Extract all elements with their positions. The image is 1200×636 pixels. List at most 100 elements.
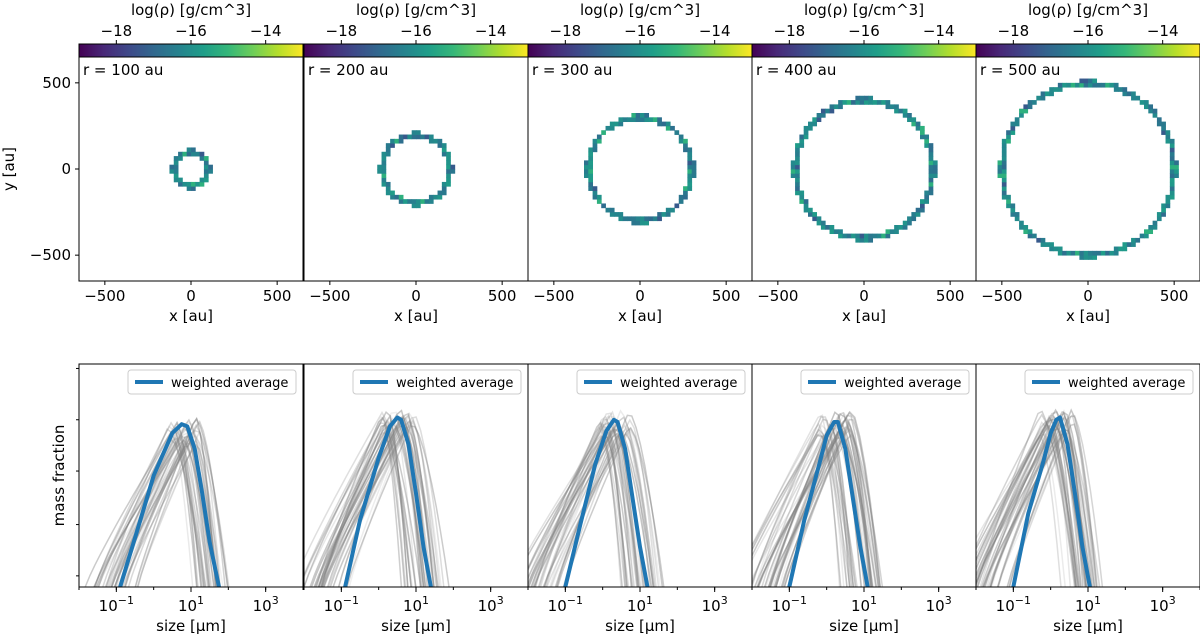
- density-cell: [1144, 229, 1149, 235]
- density-cell: [920, 125, 925, 131]
- density-cell: [1001, 156, 1007, 161]
- density-cell: [932, 160, 938, 166]
- legend-label: weighted average: [620, 376, 737, 391]
- density-cell: [1019, 113, 1024, 118]
- density-cell: [588, 156, 594, 161]
- x-axis-label: x [au]: [1066, 307, 1110, 325]
- density-cell: [627, 117, 632, 123]
- density-cell: [1161, 207, 1166, 213]
- density-cell: [635, 117, 641, 123]
- grain-size-curve: [982, 429, 1087, 587]
- weighted-average-line: [343, 415, 433, 587]
- density-cell: [1001, 194, 1007, 200]
- density-cell: [424, 134, 430, 140]
- density-cell: [1006, 203, 1011, 209]
- grain-size-curve: [532, 422, 632, 587]
- distribution-panel-3: weighted average size [μm]: [527, 363, 753, 635]
- density-cell: [803, 125, 809, 131]
- x-tick-label: 500: [488, 287, 517, 305]
- grain-size-curve: [309, 429, 406, 587]
- density-cell: [1126, 91, 1132, 97]
- density-cell: [1152, 220, 1158, 226]
- density-cell: [592, 186, 598, 191]
- density-cell: [795, 169, 800, 174]
- density-cell: [1156, 216, 1162, 222]
- density-cell: [928, 147, 934, 153]
- density-cell: [1049, 87, 1054, 92]
- density-cell: [441, 151, 447, 157]
- density-cell: [1057, 82, 1063, 88]
- density-cell: [894, 229, 899, 235]
- x-tick-label: 500: [936, 287, 965, 305]
- density-ring: [377, 130, 456, 209]
- density-cell: [398, 199, 404, 204]
- grain-size-curve: [106, 436, 205, 587]
- grain-size-curve: [528, 428, 653, 587]
- grain-size-curve: [313, 425, 425, 587]
- density-cell: [1148, 108, 1154, 114]
- density-cell: [842, 233, 848, 239]
- density-cell: [816, 220, 822, 226]
- grain-size-curve: [976, 424, 1079, 587]
- distribution-panel-2: weighted average size [μm]: [303, 363, 529, 635]
- density-cell: [381, 169, 387, 174]
- density-cell: [1161, 203, 1166, 209]
- x-tick-label: −500: [84, 287, 125, 305]
- grain-size-curve: [332, 416, 445, 587]
- density-cell: [997, 173, 1003, 179]
- density-cell: [907, 113, 912, 118]
- density-cell: [169, 169, 175, 174]
- grain-size-curve: [754, 415, 855, 587]
- density-cell: [687, 151, 693, 157]
- density-cell: [928, 173, 934, 179]
- x-axis-label: size [μm]: [605, 617, 675, 635]
- density-cell: [657, 212, 662, 217]
- grain-size-curve: [775, 413, 874, 587]
- density-cell: [820, 108, 826, 114]
- density-cell: [790, 169, 796, 174]
- density-cell: [799, 199, 805, 204]
- density-cell: [1165, 199, 1171, 204]
- density-cell: [1014, 212, 1020, 217]
- density-cell: [1148, 229, 1154, 235]
- density-cell: [411, 134, 417, 140]
- colorbar-label: log(ρ) [g/cm^3]: [356, 1, 476, 19]
- density-cell: [795, 143, 800, 148]
- density-cell: [173, 173, 179, 179]
- density-cell: [648, 117, 654, 123]
- grain-size-curve: [344, 412, 442, 587]
- grain-size-curve: [304, 417, 417, 587]
- legend: weighted average: [352, 369, 522, 395]
- density-cell: [199, 151, 205, 157]
- density-cell: [390, 143, 395, 148]
- grain-size-curve: [775, 424, 872, 587]
- density-cell: [1152, 113, 1158, 118]
- density-cell: [398, 134, 404, 140]
- density-cell: [1122, 87, 1128, 92]
- density-cell: [203, 173, 209, 179]
- colorbar-label: log(ρ) [g/cm^3]: [804, 1, 924, 19]
- density-cell: [911, 117, 917, 123]
- density-cell: [1161, 212, 1166, 217]
- density-panel-1: −18 −16 −14 log(ρ) [g/cm^3] r = 100 au −500 0 5…: [0, 1, 304, 325]
- density-cell: [1169, 186, 1175, 191]
- density-cell: [894, 225, 899, 230]
- density-cell: [416, 199, 421, 204]
- density-cell: [799, 190, 805, 196]
- density-cell: [648, 216, 654, 222]
- density-cell: [915, 121, 921, 127]
- density-cell: [902, 220, 908, 226]
- grain-size-curve: [767, 433, 880, 587]
- grain-size-curve: [542, 431, 654, 587]
- density-cell: [1001, 190, 1007, 196]
- density-cell: [1169, 156, 1175, 161]
- axes-frame: [303, 56, 529, 282]
- density-cell: [1001, 138, 1007, 144]
- density-cell: [1092, 250, 1098, 256]
- density-cell: [1161, 121, 1166, 127]
- grain-size-curve: [976, 416, 1077, 587]
- density-cell: [635, 220, 641, 226]
- density-cell: [652, 216, 658, 222]
- legend-label: weighted average: [1068, 376, 1185, 391]
- density-cell: [1040, 242, 1046, 247]
